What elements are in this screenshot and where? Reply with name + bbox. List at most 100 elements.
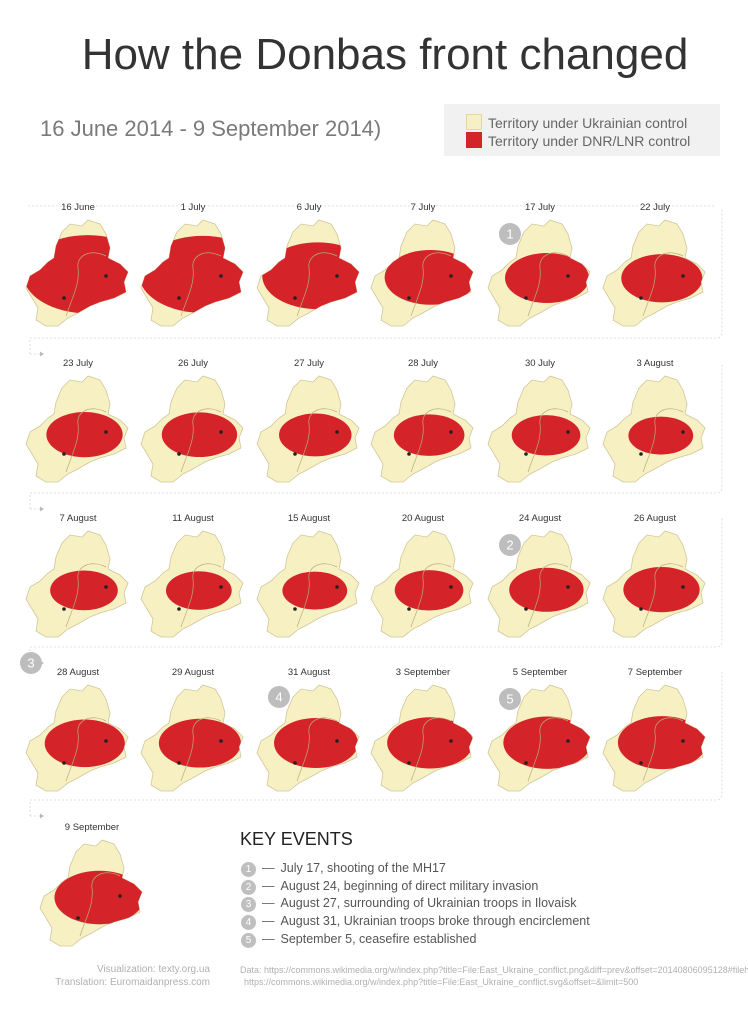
city-dot — [449, 430, 453, 434]
city-dot — [62, 296, 66, 300]
map-date-label: 28 July — [408, 358, 438, 369]
city-dot — [177, 452, 181, 456]
event-marker — [499, 534, 521, 556]
city-dot — [219, 585, 223, 589]
legend-label-separatist: Territory under DNR/LNR control — [488, 133, 691, 149]
map-date-label: 9 September — [65, 822, 119, 833]
separatist-territory — [393, 414, 465, 456]
page-subtitle: 16 June 2014 - 9 September 2014) — [40, 116, 382, 141]
separatist-territory — [262, 242, 359, 310]
map-panel: 20 August — [370, 513, 474, 638]
oblast-map — [487, 530, 591, 638]
city-dot — [177, 296, 181, 300]
map-panel: 16 June — [25, 202, 129, 327]
map-date-label: 17 July — [525, 202, 555, 213]
oblast-map — [370, 219, 474, 327]
oblast-map — [256, 219, 360, 327]
row-connector-arrow — [40, 506, 44, 512]
city-dot — [524, 607, 528, 611]
separatist-territory — [503, 716, 590, 769]
oblast-border — [65, 717, 107, 782]
map-date-label: 20 August — [402, 513, 445, 524]
oblast-border — [296, 717, 338, 782]
page-title: How the Donbas front changed — [81, 30, 689, 79]
map-panel: 6 July — [256, 202, 360, 327]
oblast-map — [602, 530, 706, 638]
oblast-border — [65, 563, 107, 628]
legend-label-ukrainian: Territory under Ukrainian control — [488, 115, 688, 131]
city-dot — [293, 607, 297, 611]
city-dot — [639, 607, 643, 611]
event-text: July 17, shooting of the MH17 — [280, 861, 446, 875]
separatist-territory — [387, 717, 473, 769]
city-dot — [76, 916, 80, 920]
city-dot — [104, 274, 108, 278]
map-date-label: 6 July — [297, 202, 322, 213]
oblast-map — [25, 375, 129, 483]
map-panel: 26 August — [602, 513, 706, 638]
city-dot — [407, 452, 411, 456]
oblast-border — [527, 252, 569, 317]
event-text: August 24, beginning of direct military … — [280, 879, 539, 893]
oblast-border — [642, 408, 684, 473]
city-dot — [335, 585, 339, 589]
event-dash: — — [262, 896, 275, 910]
event-marker-number: 1 — [506, 227, 513, 242]
event-number-badge: 3 — [241, 897, 256, 912]
city-dot — [219, 739, 223, 743]
map-date-label: 7 August — [60, 513, 97, 524]
city-dot — [62, 761, 66, 765]
city-dot — [177, 607, 181, 611]
city-dot — [335, 739, 339, 743]
event-text: August 31, Ukrainian troops broke throug… — [280, 914, 590, 928]
separatist-territory — [274, 718, 358, 768]
oblast-border — [180, 563, 222, 628]
map-date-label: 16 June — [61, 202, 95, 213]
event-dash: — — [262, 879, 275, 893]
oblast-border — [180, 408, 222, 473]
oblast-border — [180, 252, 222, 317]
oblast-border — [410, 717, 452, 782]
separatist-territory — [621, 254, 703, 303]
map-date-label: 15 August — [288, 513, 331, 524]
city-dot — [681, 739, 685, 743]
event-dash: — — [262, 914, 275, 928]
separatist-territory — [165, 571, 232, 610]
separatist-territory — [505, 253, 589, 303]
credit-data-line-2: https://commons.wikimedia.org/w/index.ph… — [244, 977, 639, 987]
map-panel: 28 August 3 — [20, 652, 129, 792]
oblast-border — [65, 408, 107, 473]
oblast-map — [39, 839, 143, 947]
city-dot — [566, 739, 570, 743]
separatist-territory — [511, 415, 581, 456]
map-date-label: 11 August — [172, 513, 214, 524]
event-text: August 27, surrounding of Ukrainian troo… — [280, 896, 577, 910]
city-dot — [524, 761, 528, 765]
separatist-territory — [509, 567, 584, 612]
oblast-map — [140, 530, 244, 638]
oblast-map — [487, 684, 591, 792]
map-panel: 23 July — [25, 358, 129, 483]
oblast-border — [410, 563, 452, 628]
event-marker-number: 4 — [275, 690, 282, 705]
city-dot — [449, 274, 453, 278]
map-date-label: 5 September — [513, 667, 567, 678]
event-number-badge: 2 — [241, 880, 256, 895]
oblast-border — [410, 252, 452, 317]
map-date-label: 7 September — [628, 667, 682, 678]
oblast-border — [296, 408, 338, 473]
separatist-territory — [628, 416, 694, 455]
map-panel: 31 August 4 — [256, 667, 360, 792]
key-event-4: 4 — August 31, Ukrainian troops broke thro… — [241, 914, 590, 930]
key-event-1: 1 — July 17, shooting of the MH17 — [241, 861, 446, 877]
map-panel: 7 August — [25, 513, 129, 638]
city-dot — [566, 430, 570, 434]
legend-swatch-ukrainian — [466, 114, 482, 130]
oblast-border — [527, 717, 569, 782]
oblast-map — [256, 530, 360, 638]
city-dot — [104, 585, 108, 589]
map-date-label: 1 July — [181, 202, 206, 213]
event-marker-number: 2 — [506, 538, 513, 553]
oblast-map — [140, 375, 244, 483]
